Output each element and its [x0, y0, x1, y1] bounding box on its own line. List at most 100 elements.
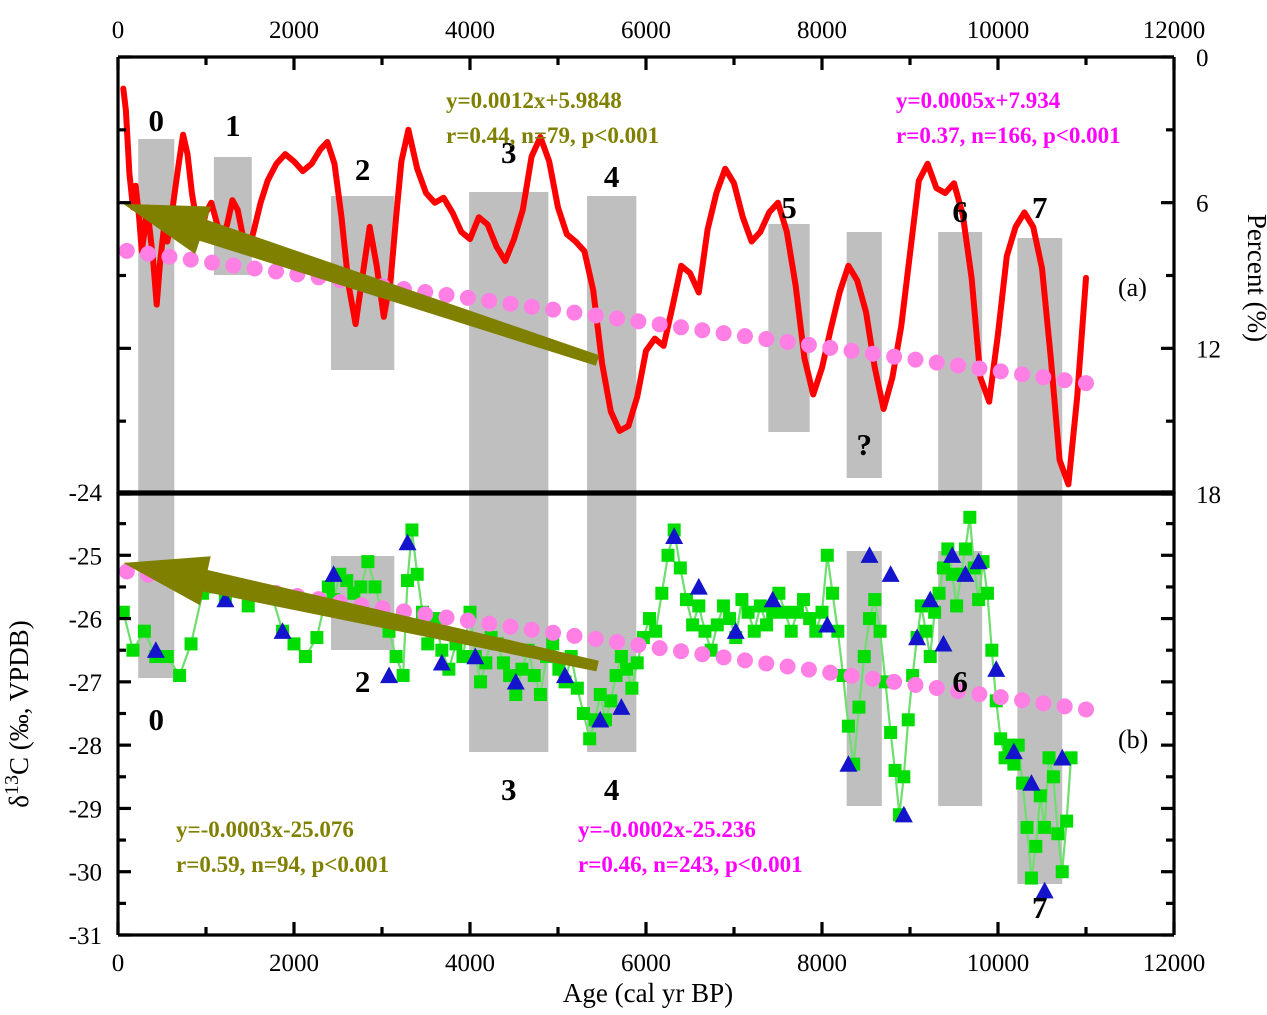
event-band-label-2-b: 2 [355, 664, 371, 699]
event-band-label-3-a: 3 [501, 135, 517, 170]
event-band-label-5-a: 5 [781, 190, 797, 225]
bottom-axis-tick-label: 2000 [269, 950, 319, 977]
d13c-square-marker [396, 669, 410, 683]
olive-trend-arrow-b [123, 556, 599, 672]
d13c-square-marker [241, 599, 255, 613]
magenta-trend-dot [1014, 692, 1031, 709]
magenta-trend-dot [438, 286, 455, 303]
d13c-square-marker [932, 586, 946, 600]
magenta-trend-dot [161, 248, 178, 265]
d13c-triangle-marker [146, 641, 165, 658]
event-band-7-panel-a [1017, 238, 1063, 494]
d13c-square-marker [897, 770, 911, 784]
magenta-trend-dot [694, 322, 711, 339]
d13c-connecting-line [122, 516, 1073, 880]
left-axis-tick-label: -31 [69, 923, 102, 950]
d13c-square-marker [692, 599, 706, 613]
magenta-trend-dot [566, 627, 583, 644]
magenta-trend-dot [225, 257, 242, 274]
magenta-trend-dot [118, 563, 135, 580]
magenta-trend-dot [545, 301, 562, 318]
right-axis-tick-label: 6 [1196, 191, 1209, 218]
axes-group [116, 55, 1176, 937]
magenta-trend-dot [481, 292, 498, 309]
panel-a-olive-stats: r=0.44, n=79, p<0.001 [446, 123, 659, 148]
event-band-label-7-b: 7 [1032, 890, 1048, 925]
d13c-square-marker [184, 637, 198, 651]
d13c-square-marker [778, 605, 792, 619]
right-axis-tick-label: 18 [1196, 482, 1221, 509]
d13c-square-marker [766, 605, 780, 619]
d13c-triangle-marker [216, 590, 235, 608]
annotation-panel-b-olive: y=-0.0003x-25.076 r=0.59, n=94, p<0.001 [176, 817, 389, 877]
d13c-square-marker [479, 656, 493, 670]
event-band-4-panel-b [587, 492, 637, 752]
svg-text:δ13C (‰, VPDB): δ13C (‰, VPDB) [1, 620, 34, 808]
d13c-square-marker [1029, 839, 1043, 853]
d13c-square-marker [1007, 757, 1021, 771]
panel-a-magenta-equation: y=0.0005x+7.934 [896, 88, 1061, 113]
d13c-square-marker [1020, 820, 1034, 834]
top-axis-tick-label: 8000 [797, 17, 847, 44]
d13c-square-marker [868, 593, 882, 607]
magenta-trend-dot [545, 624, 562, 641]
panel-a-olive-equation: y=0.0012x+5.9848 [446, 88, 622, 113]
magenta-trend-dot [800, 661, 817, 678]
d13c-triangle-marker [881, 565, 900, 582]
magenta-trend-dot [971, 686, 988, 703]
d13c-triangle-marker [665, 527, 684, 544]
bottom-axis-tick-label: 0 [112, 950, 125, 977]
magenta-trend-dot [502, 295, 519, 312]
magenta-trend-dot [182, 251, 199, 268]
d13c-square-marker [852, 700, 866, 714]
magenta-trend-dot [950, 683, 967, 700]
magenta-trend-dot [736, 328, 753, 345]
bottom-axis-tick-label: 4000 [445, 950, 495, 977]
magenta-trend-dot [843, 667, 860, 684]
d13c-triangle-marker [839, 755, 858, 772]
top-axis-tick-label: 12000 [1143, 17, 1206, 44]
d13c-square-marker [456, 650, 470, 664]
d13c-square-marker [137, 624, 151, 638]
d13c-triangle-marker [969, 552, 988, 570]
left-axis-tick-label: -26 [69, 607, 102, 634]
d13c-square-marker [496, 656, 510, 670]
magenta-trend-dot [630, 313, 647, 330]
d13c-triangle-marker [1035, 881, 1054, 899]
panel-b-olive-stats: r=0.59, n=94, p<0.001 [176, 852, 389, 877]
d13c-triangle-marker [921, 590, 940, 608]
d13c-square-marker [826, 586, 840, 600]
d13c-triangle-marker [726, 622, 745, 639]
event-band-label-3-b: 3 [501, 772, 517, 807]
event-band-label-0-a: 0 [149, 103, 165, 138]
d13c-square-marker [625, 681, 639, 695]
d13c-triangle-marker [506, 672, 525, 690]
right-axis-tick-label: 12 [1196, 336, 1221, 363]
magenta-trend-dot [438, 609, 455, 626]
left-axis-tick-label: -27 [69, 670, 102, 697]
magenta-trend-dot [715, 325, 732, 342]
d13c-square-marker [841, 719, 855, 733]
olive-trend-arrow-a [123, 203, 600, 366]
d13c-square-marker [1055, 865, 1069, 879]
d13c-triangle-marker [380, 666, 399, 684]
panel-a-olive-trend-arrow [123, 203, 600, 366]
magenta-trend-dot [204, 254, 221, 271]
magenta-trend-dot [523, 621, 540, 638]
panel-b-olive-equation: y=-0.0003x-25.076 [176, 817, 354, 842]
d13c-triangle-marker [689, 577, 708, 595]
right-axis-title: Percent (%) [1242, 214, 1267, 342]
magenta-trend-dot [523, 298, 540, 315]
d13c-blue-triangles [146, 527, 1072, 899]
d13c-square-marker [593, 688, 607, 702]
d13c-square-marker [604, 694, 618, 708]
d13c-square-marker [527, 669, 541, 683]
d13c-square-marker [533, 688, 547, 702]
d13c-triangle-marker [987, 660, 1006, 677]
magenta-trend-dot [843, 342, 860, 359]
top-axis-tick-label: 6000 [621, 17, 671, 44]
event-band-label-1-a: 1 [225, 108, 241, 143]
d13c-square-marker [435, 643, 449, 657]
